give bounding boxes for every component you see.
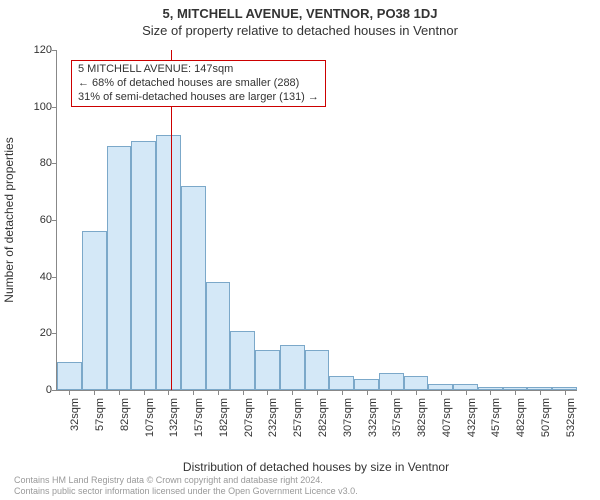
xtick-mark bbox=[367, 390, 368, 395]
xtick-label: 207sqm bbox=[243, 398, 255, 448]
xtick-mark bbox=[565, 390, 566, 395]
ytick-mark bbox=[52, 277, 57, 278]
bar bbox=[354, 379, 379, 390]
bar bbox=[379, 373, 404, 390]
xtick-label: 132sqm bbox=[168, 398, 180, 448]
xtick-mark bbox=[144, 390, 145, 395]
xtick-mark bbox=[243, 390, 244, 395]
ytick-mark bbox=[52, 220, 57, 221]
xtick-label: 307sqm bbox=[342, 398, 354, 448]
xtick-label: 107sqm bbox=[144, 398, 156, 448]
bar bbox=[57, 362, 82, 390]
xtick-mark bbox=[416, 390, 417, 395]
xtick-label: 482sqm bbox=[515, 398, 527, 448]
xtick-label: 382sqm bbox=[416, 398, 428, 448]
ytick-label: 20 bbox=[12, 327, 52, 339]
annotation-box: 5 MITCHELL AVENUE: 147sqm← 68% of detach… bbox=[71, 60, 326, 107]
xtick-label: 357sqm bbox=[391, 398, 403, 448]
bar bbox=[255, 350, 280, 390]
xtick-label: 232sqm bbox=[267, 398, 279, 448]
credits-line2: Contains public sector information licen… bbox=[14, 486, 358, 496]
xtick-mark bbox=[218, 390, 219, 395]
bar bbox=[329, 376, 354, 390]
xtick-label: 282sqm bbox=[317, 398, 329, 448]
bar bbox=[181, 186, 206, 390]
chart-container: 5, MITCHELL AVENUE, VENTNOR, PO38 1DJ Si… bbox=[0, 0, 600, 500]
xtick-mark bbox=[441, 390, 442, 395]
ytick-mark bbox=[52, 390, 57, 391]
annotation-line: 5 MITCHELL AVENUE: 147sqm bbox=[78, 63, 319, 77]
xtick-mark bbox=[119, 390, 120, 395]
bar bbox=[404, 376, 429, 390]
xtick-label: 332sqm bbox=[367, 398, 379, 448]
xtick-label: 432sqm bbox=[466, 398, 478, 448]
bar bbox=[156, 135, 181, 390]
credits-line1: Contains HM Land Registry data © Crown c… bbox=[14, 475, 358, 485]
ytick-mark bbox=[52, 107, 57, 108]
xtick-mark bbox=[342, 390, 343, 395]
xtick-mark bbox=[94, 390, 95, 395]
ytick-label: 60 bbox=[12, 214, 52, 226]
x-axis-label: Distribution of detached houses by size … bbox=[56, 460, 576, 474]
chart-title-line1: 5, MITCHELL AVENUE, VENTNOR, PO38 1DJ bbox=[0, 0, 600, 21]
xtick-label: 157sqm bbox=[193, 398, 205, 448]
bar bbox=[107, 146, 132, 390]
xtick-mark bbox=[193, 390, 194, 395]
xtick-label: 182sqm bbox=[218, 398, 230, 448]
bar bbox=[280, 345, 305, 390]
ytick-label: 80 bbox=[12, 157, 52, 169]
xtick-mark bbox=[515, 390, 516, 395]
bar bbox=[305, 350, 330, 390]
xtick-mark bbox=[317, 390, 318, 395]
plot-area: 32sqm57sqm82sqm107sqm132sqm157sqm182sqm2… bbox=[56, 50, 577, 391]
annotation-line: 31% of semi-detached houses are larger (… bbox=[78, 91, 319, 105]
chart-title-line2: Size of property relative to detached ho… bbox=[0, 21, 600, 38]
xtick-mark bbox=[540, 390, 541, 395]
ytick-mark bbox=[52, 163, 57, 164]
xtick-label: 57sqm bbox=[94, 398, 106, 448]
bar bbox=[131, 141, 156, 390]
xtick-label: 532sqm bbox=[565, 398, 577, 448]
ytick-label: 100 bbox=[12, 101, 52, 113]
xtick-label: 457sqm bbox=[490, 398, 502, 448]
ytick-mark bbox=[52, 333, 57, 334]
xtick-label: 82sqm bbox=[119, 398, 131, 448]
ytick-label: 40 bbox=[12, 271, 52, 283]
xtick-mark bbox=[490, 390, 491, 395]
xtick-mark bbox=[168, 390, 169, 395]
xtick-label: 257sqm bbox=[292, 398, 304, 448]
xtick-label: 407sqm bbox=[441, 398, 453, 448]
credits: Contains HM Land Registry data © Crown c… bbox=[14, 475, 358, 496]
bar bbox=[230, 331, 255, 391]
xtick-label: 32sqm bbox=[69, 398, 81, 448]
xtick-mark bbox=[466, 390, 467, 395]
xtick-mark bbox=[267, 390, 268, 395]
ytick-label: 0 bbox=[12, 384, 52, 396]
bar bbox=[82, 231, 107, 390]
xtick-mark bbox=[391, 390, 392, 395]
xtick-mark bbox=[69, 390, 70, 395]
xtick-mark bbox=[292, 390, 293, 395]
bar bbox=[206, 282, 231, 390]
xtick-label: 507sqm bbox=[540, 398, 552, 448]
ytick-label: 120 bbox=[12, 44, 52, 56]
ytick-mark bbox=[52, 50, 57, 51]
annotation-line: ← 68% of detached houses are smaller (28… bbox=[78, 77, 319, 91]
